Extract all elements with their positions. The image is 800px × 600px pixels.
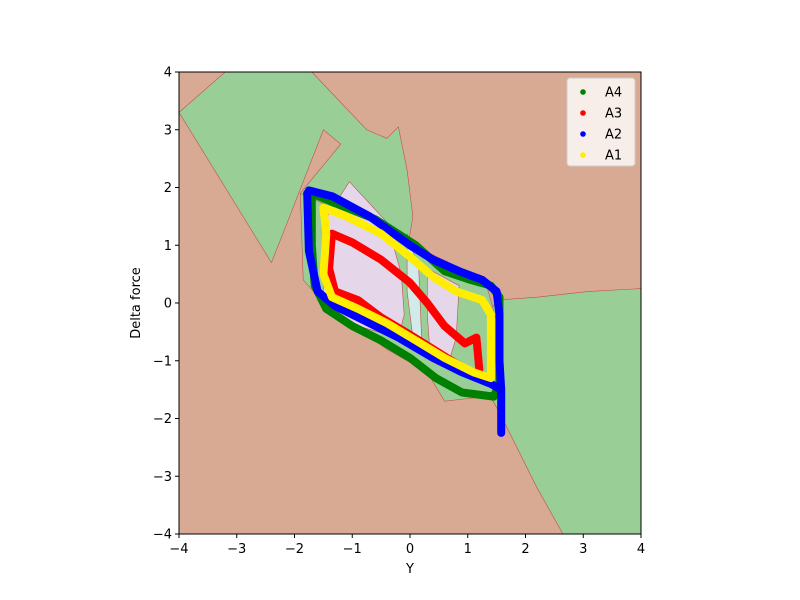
- x-axis-label: Y: [405, 562, 414, 577]
- legend-box: [566, 77, 636, 167]
- y-axis-ticks: −4 −3 −2 −1 0 1 2 3 4: [153, 66, 179, 543]
- y-tick-label: −1: [153, 354, 172, 369]
- y-tick-label: 2: [164, 181, 172, 196]
- y-tick-label: 4: [164, 66, 172, 81]
- x-tick-label: 0: [406, 542, 414, 557]
- y-tick-label: 3: [164, 123, 172, 138]
- x-tick-label: −2: [285, 542, 304, 557]
- legend-label-a4: A4: [605, 86, 622, 101]
- legend-marker-a4: [580, 89, 586, 95]
- x-tick-label: 3: [579, 542, 587, 557]
- x-tick-label: −1: [343, 542, 362, 557]
- y-tick-label: 0: [164, 297, 172, 312]
- x-tick-label: 1: [464, 542, 472, 557]
- y-axis-label: Delta force: [129, 267, 144, 339]
- series-a2-loop: [303, 186, 506, 437]
- legend-marker-a2: [580, 131, 586, 137]
- data-series: [303, 186, 506, 437]
- series-a1-loop: [319, 203, 495, 383]
- x-tick-label: 4: [637, 542, 645, 557]
- y-tick-label: −3: [153, 470, 172, 485]
- x-tick-label: −3: [227, 542, 246, 557]
- y-tick-label: −4: [153, 528, 172, 543]
- x-axis-ticks: −4 −3 −2 −1 0 1 2 3 4: [169, 534, 645, 557]
- plot-area: [178, 71, 642, 535]
- legend-label-a1: A1: [605, 149, 622, 164]
- y-tick-label: −2: [153, 412, 172, 427]
- y-tick-label: 1: [164, 239, 172, 254]
- legend: A4 A3 A2 A1: [566, 77, 636, 167]
- legend-label-a2: A2: [605, 128, 622, 143]
- legend-marker-a1: [580, 152, 586, 158]
- legend-label-a3: A3: [605, 107, 622, 122]
- x-tick-label: 2: [521, 542, 529, 557]
- legend-marker-a3: [580, 110, 586, 116]
- x-tick-label: −4: [169, 542, 188, 557]
